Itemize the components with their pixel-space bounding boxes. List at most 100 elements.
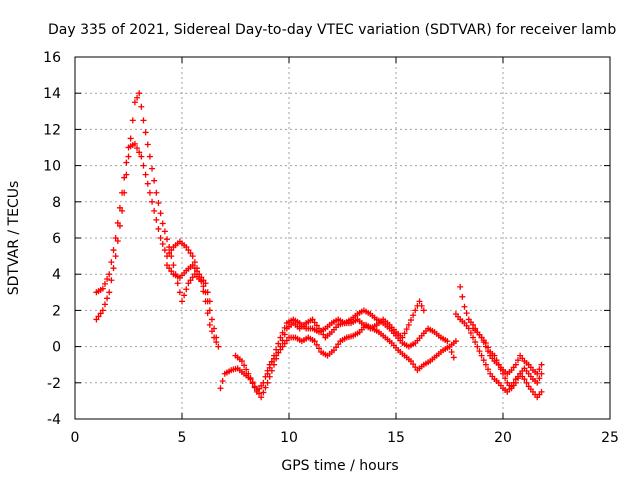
data-point	[153, 216, 160, 223]
data-point	[538, 388, 545, 395]
data-point	[491, 352, 498, 359]
data-point	[412, 364, 419, 371]
data-point	[247, 374, 254, 381]
data-point	[277, 334, 284, 341]
data-point	[482, 339, 489, 346]
data-point	[112, 253, 119, 260]
y-tick-label: 14	[43, 86, 61, 102]
data-point	[208, 316, 215, 323]
data-point	[157, 210, 164, 217]
data-point	[514, 375, 521, 382]
data-point	[110, 265, 117, 272]
data-point	[140, 117, 147, 124]
data-point	[189, 253, 196, 260]
x-tick-label: 10	[280, 430, 298, 446]
data-point	[335, 341, 342, 348]
data-point	[315, 345, 322, 352]
data-point	[129, 117, 136, 124]
data-point	[268, 367, 275, 374]
data-point	[253, 387, 260, 394]
data-point	[480, 357, 487, 364]
data-point	[140, 162, 147, 169]
data-point	[99, 307, 106, 314]
data-point	[330, 347, 337, 354]
data-point	[187, 277, 194, 284]
data-point	[407, 317, 414, 324]
y-tick-label: 4	[52, 267, 61, 283]
data-point	[119, 189, 126, 196]
data-point	[217, 385, 224, 392]
data-point	[151, 207, 158, 214]
data-point	[444, 338, 451, 345]
data-point	[166, 250, 173, 257]
data-point	[159, 220, 166, 227]
data-point	[202, 280, 209, 287]
data-point	[101, 280, 108, 287]
data-point	[258, 382, 265, 389]
data-point	[313, 322, 320, 329]
data-point	[164, 236, 171, 243]
grid	[75, 57, 610, 419]
data-point	[275, 349, 282, 356]
data-point	[200, 277, 207, 284]
data-point	[206, 321, 213, 328]
data-point	[116, 222, 123, 229]
data-point	[521, 376, 528, 383]
data-point	[512, 361, 519, 368]
y-tick-label: 2	[52, 303, 61, 319]
data-point	[104, 295, 111, 302]
data-point	[523, 379, 530, 386]
data-point	[275, 340, 282, 347]
data-point	[497, 366, 504, 373]
data-point	[476, 348, 483, 355]
data-point	[500, 370, 506, 377]
data-point	[474, 343, 481, 350]
data-point	[452, 338, 459, 345]
data-point	[161, 247, 168, 254]
data-point	[99, 285, 106, 292]
data-point	[151, 177, 158, 184]
data-point	[170, 262, 177, 269]
data-point	[123, 159, 130, 166]
data-point	[482, 361, 489, 368]
data-point	[142, 171, 149, 178]
data-point	[311, 319, 318, 326]
data-point	[95, 313, 102, 320]
data-point	[110, 247, 117, 254]
data-point	[401, 330, 408, 337]
data-point	[112, 235, 119, 241]
data-point	[495, 361, 502, 368]
data-point	[213, 334, 220, 341]
data-point	[266, 364, 273, 371]
data-point	[485, 344, 492, 351]
data-point	[418, 302, 425, 309]
data-point	[149, 165, 156, 172]
data-point	[159, 241, 166, 248]
data-point	[493, 357, 500, 364]
data-point	[131, 140, 138, 147]
data-point	[459, 293, 466, 300]
y-tick-label: -4	[47, 412, 61, 428]
plot-frame	[74, 56, 611, 420]
data-point	[157, 235, 164, 241]
data-point	[116, 204, 123, 211]
x-tick-label: 25	[601, 430, 619, 446]
data-point	[191, 259, 198, 266]
data-point	[123, 171, 130, 178]
data-point	[238, 358, 245, 365]
data-point	[114, 219, 121, 226]
data-point	[168, 247, 175, 254]
y-tick-label: 0	[52, 340, 61, 356]
data-point	[399, 334, 406, 341]
data-point	[463, 310, 470, 317]
data-point	[245, 370, 252, 377]
data-point	[405, 321, 412, 328]
data-point	[106, 271, 113, 278]
data-point	[538, 370, 545, 377]
data-point	[281, 340, 288, 347]
data-point	[93, 316, 100, 323]
data-point	[198, 274, 205, 281]
data-points	[93, 90, 545, 401]
data-point	[155, 200, 162, 207]
data-point	[164, 262, 171, 269]
